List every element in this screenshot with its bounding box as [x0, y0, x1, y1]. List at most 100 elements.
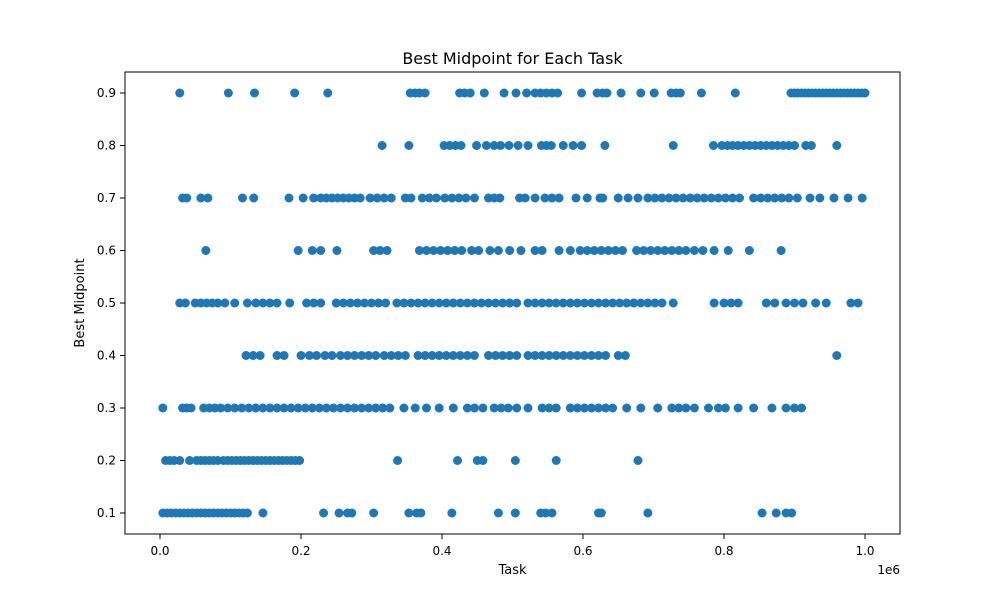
data-point [713, 403, 723, 413]
data-point [733, 298, 743, 308]
data-point [447, 508, 457, 518]
data-point [196, 193, 206, 203]
data-point [726, 298, 736, 308]
y-tick-label: 0.3 [97, 401, 116, 415]
data-point [355, 193, 365, 203]
data-point [537, 351, 547, 360]
data-point [572, 298, 582, 308]
data-point [352, 298, 362, 308]
data-point [248, 351, 258, 360]
data-point [296, 351, 306, 360]
y-tick-label: 0.9 [97, 86, 116, 100]
data-point [377, 141, 387, 150]
data-point [379, 193, 389, 203]
data-point [629, 298, 639, 308]
data-point [632, 246, 642, 255]
data-point [537, 403, 547, 413]
data-point [546, 141, 556, 150]
data-point [404, 508, 414, 518]
data-point [692, 193, 702, 203]
data-point [596, 246, 606, 255]
data-point [332, 246, 342, 255]
data-point [436, 246, 446, 255]
data-point [424, 193, 434, 203]
data-point [540, 193, 550, 203]
data-point [364, 351, 374, 360]
data-point [596, 508, 606, 518]
data-point [499, 88, 509, 98]
data-point [223, 88, 233, 98]
data-point [719, 298, 729, 308]
data-point [272, 403, 282, 413]
data-point [413, 351, 423, 360]
data-point [770, 298, 780, 308]
data-point [496, 141, 506, 150]
data-point [450, 246, 460, 255]
data-point [431, 193, 441, 203]
data-point [453, 456, 463, 465]
data-point [832, 141, 842, 150]
data-point [649, 88, 659, 98]
data-point [302, 298, 312, 308]
data-point [749, 193, 759, 203]
data-point [522, 88, 532, 98]
data-point [505, 246, 515, 255]
data-point [434, 298, 444, 308]
data-point [551, 298, 561, 308]
data-point [504, 141, 514, 150]
data-point [400, 351, 410, 360]
data-point [309, 193, 319, 203]
data-point [272, 351, 282, 360]
data-point [709, 298, 719, 308]
data-point [478, 456, 488, 465]
data-point [601, 351, 611, 360]
data-point [371, 351, 381, 360]
y-tick-label: 0.7 [97, 191, 116, 205]
data-point [316, 246, 326, 255]
data-point [399, 298, 409, 308]
data-point [792, 193, 802, 203]
data-point [636, 88, 646, 98]
data-point [523, 141, 533, 150]
y-tick-label: 0.8 [97, 139, 116, 153]
data-point [657, 193, 667, 203]
data-point [577, 88, 587, 98]
data-point [681, 403, 691, 413]
data-point [393, 456, 403, 465]
data-point [498, 298, 508, 308]
data-point [359, 298, 369, 308]
data-point [489, 141, 499, 150]
data-point [667, 246, 677, 255]
data-point [241, 351, 251, 360]
data-point [429, 246, 439, 255]
x-tick-label: 0.8 [714, 544, 733, 558]
data-point [441, 351, 451, 360]
data-point [372, 193, 382, 203]
data-point [293, 246, 303, 255]
data-point [462, 403, 472, 413]
data-point [537, 246, 547, 255]
data-point [312, 351, 322, 360]
chart-title: Best Midpoint for Each Task [402, 49, 623, 68]
data-point [462, 351, 472, 360]
data-point [589, 246, 599, 255]
data-point [369, 246, 379, 255]
data-point [512, 403, 522, 413]
data-point [781, 403, 791, 413]
data-point [427, 351, 437, 360]
data-point [667, 403, 677, 413]
data-point [385, 403, 395, 413]
data-point [744, 246, 754, 255]
data-point [615, 298, 625, 308]
data-point [321, 403, 331, 413]
data-point [338, 298, 348, 308]
data-point [399, 403, 409, 413]
data-point [530, 246, 540, 255]
data-point [258, 403, 268, 413]
data-point [213, 298, 223, 308]
data-point [613, 351, 623, 360]
data-point [586, 351, 596, 360]
data-point [230, 403, 240, 413]
data-point [434, 403, 444, 413]
data-point [455, 298, 465, 308]
